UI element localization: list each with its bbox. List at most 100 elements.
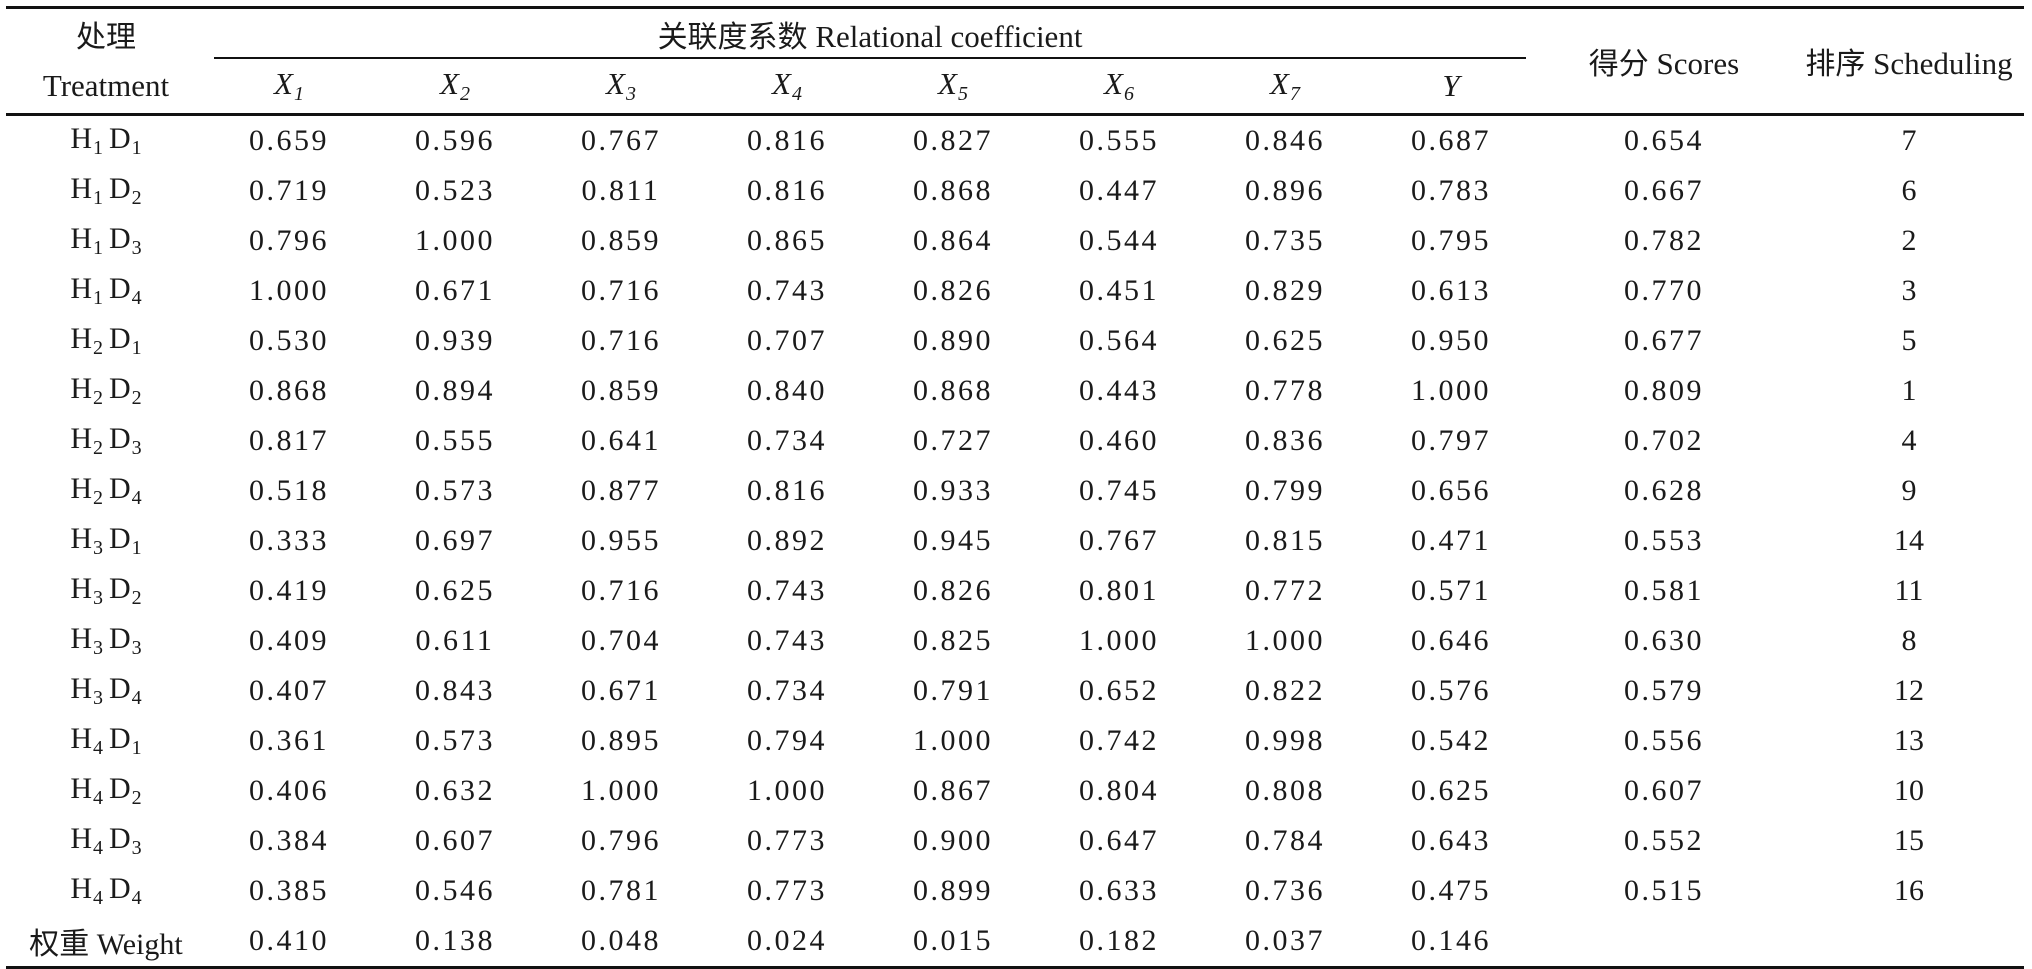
variable-label: X2 bbox=[440, 66, 470, 105]
table-row: H1 D2 0.719 0.523 0.811 0.816 0.868 0.447 0.896… bbox=[6, 166, 2024, 216]
table-row: H2 D1 0.530 0.939 0.716 0.707 0.890 0.564 0.625… bbox=[6, 316, 2024, 366]
table-row: H2 D2 0.868 0.894 0.859 0.840 0.868 0.443 0.778… bbox=[6, 366, 2024, 416]
coefficient-cell: 0.826 bbox=[913, 574, 993, 607]
treatment-cell: H2 D2 bbox=[70, 372, 142, 409]
table-row: H3 D3 0.409 0.611 0.704 0.743 0.825 1.000 1.000… bbox=[6, 616, 2024, 666]
coefficient-cell: 0.530 bbox=[249, 324, 329, 357]
scores-header-en: Scores bbox=[1656, 46, 1740, 81]
variable-header-x3: X3 bbox=[538, 59, 704, 115]
coefficient-cell: 0.716 bbox=[581, 574, 661, 607]
coefficient-cell: 0.815 bbox=[1245, 524, 1325, 557]
coefficient-cell: 0.646 bbox=[1411, 624, 1491, 657]
coefficient-cell: 0.895 bbox=[581, 724, 661, 757]
variable-header-y: Y bbox=[1368, 59, 1534, 115]
coefficient-cell: 0.361 bbox=[249, 724, 329, 757]
treatment-cell: H3 D2 bbox=[70, 572, 142, 609]
treatment-header-cn: 处理 bbox=[76, 20, 136, 55]
coefficient-cell: 0.896 bbox=[1245, 174, 1325, 207]
weight-cell: 0.048 bbox=[581, 924, 661, 957]
variable-subscript: 6 bbox=[1123, 83, 1134, 105]
score-cell: 0.579 bbox=[1624, 674, 1704, 707]
variable-header-x7: X7 bbox=[1202, 59, 1368, 115]
coefficient-cell: 0.801 bbox=[1079, 574, 1159, 607]
table-row: H3 D4 0.407 0.843 0.671 0.734 0.791 0.652 0.822… bbox=[6, 666, 2024, 716]
coefficient-cell: 0.523 bbox=[415, 174, 495, 207]
treatment-cell: H2 D1 bbox=[70, 322, 142, 359]
relational-header-cn: 关联度系数 bbox=[657, 20, 808, 55]
coefficient-cell: 0.573 bbox=[415, 474, 495, 507]
rank-cell: 8 bbox=[1901, 624, 1917, 657]
coefficient-cell: 0.773 bbox=[747, 874, 827, 907]
coefficient-cell: 0.864 bbox=[913, 224, 993, 257]
coefficient-cell: 0.797 bbox=[1411, 424, 1491, 457]
relational-header-en: Relational coefficient bbox=[815, 19, 1083, 54]
coefficient-cell: 0.555 bbox=[415, 424, 495, 457]
rank-header-cn: 排序 bbox=[1805, 47, 1866, 82]
weight-cell: 0.138 bbox=[415, 924, 495, 957]
relational-coefficient-table-wrapper: 处理 关联度系数 Relational coefficient 得分 Score… bbox=[6, 6, 2024, 969]
coefficient-cell: 0.687 bbox=[1411, 124, 1491, 157]
rank-cell: 11 bbox=[1894, 574, 1924, 607]
variable-label: X4 bbox=[772, 66, 802, 105]
variable-label: X3 bbox=[606, 66, 636, 105]
coefficient-cell: 0.633 bbox=[1079, 874, 1159, 907]
coefficient-cell: 0.475 bbox=[1411, 874, 1491, 907]
score-cell: 0.607 bbox=[1624, 774, 1704, 807]
rank-cell: 5 bbox=[1901, 324, 1917, 357]
table-row: H1 D3 0.796 1.000 0.859 0.865 0.864 0.544 0.735… bbox=[6, 216, 2024, 266]
coefficient-cell: 0.945 bbox=[913, 524, 993, 557]
coefficient-cell: 0.419 bbox=[249, 574, 329, 607]
coefficient-cell: 1.000 bbox=[1411, 374, 1491, 407]
treatment-cell: H3 D4 bbox=[70, 672, 142, 709]
coefficient-cell: 0.817 bbox=[249, 424, 329, 457]
rank-cell: 7 bbox=[1901, 124, 1917, 157]
coefficient-cell: 0.783 bbox=[1411, 174, 1491, 207]
coefficient-cell: 0.859 bbox=[581, 374, 661, 407]
coefficient-cell: 0.451 bbox=[1079, 274, 1159, 307]
variable-subscript: 7 bbox=[1289, 83, 1300, 105]
coefficient-cell: 0.555 bbox=[1079, 124, 1159, 157]
score-cell: 0.677 bbox=[1624, 324, 1704, 357]
treatment-cell: H4 D4 bbox=[70, 872, 142, 909]
relational-coefficient-header: 关联度系数 Relational coefficient bbox=[206, 8, 1534, 60]
score-cell: 0.553 bbox=[1624, 524, 1704, 557]
coefficient-cell: 0.778 bbox=[1245, 374, 1325, 407]
coefficient-cell: 1.000 bbox=[1245, 624, 1325, 657]
coefficient-cell: 0.518 bbox=[249, 474, 329, 507]
table-row: H1 D1 0.659 0.596 0.767 0.816 0.827 0.555 0.846… bbox=[6, 115, 2024, 167]
variable-label: X1 bbox=[274, 66, 304, 105]
coefficient-cell: 0.867 bbox=[913, 774, 993, 807]
coefficient-cell: 0.865 bbox=[747, 224, 827, 257]
treatment-cell: H1 D1 bbox=[70, 122, 142, 159]
coefficient-cell: 0.613 bbox=[1411, 274, 1491, 307]
coefficient-cell: 0.816 bbox=[747, 474, 827, 507]
coefficient-cell: 0.892 bbox=[747, 524, 827, 557]
treatment-cell: H4 D3 bbox=[70, 822, 142, 859]
rank-cell: 13 bbox=[1894, 724, 1924, 757]
coefficient-cell: 0.742 bbox=[1079, 724, 1159, 757]
weight-cell: 0.410 bbox=[249, 924, 329, 957]
coefficient-cell: 0.697 bbox=[415, 524, 495, 557]
coefficient-cell: 0.808 bbox=[1245, 774, 1325, 807]
coefficient-cell: 0.825 bbox=[913, 624, 993, 657]
coefficient-cell: 0.822 bbox=[1245, 674, 1325, 707]
coefficient-cell: 0.447 bbox=[1079, 174, 1159, 207]
coefficient-cell: 0.659 bbox=[249, 124, 329, 157]
coefficient-cell: 0.811 bbox=[581, 174, 661, 207]
coefficient-cell: 0.704 bbox=[581, 624, 661, 657]
coefficient-cell: 0.596 bbox=[415, 124, 495, 157]
coefficient-cell: 0.671 bbox=[581, 674, 661, 707]
header-row-top: 处理 关联度系数 Relational coefficient 得分 Score… bbox=[6, 7, 2024, 82]
table-row: H4 D2 0.406 0.632 1.000 1.000 0.867 0.804 0.808… bbox=[6, 766, 2024, 816]
table-row: H4 D3 0.384 0.607 0.796 0.773 0.900 0.647 0.784… bbox=[6, 816, 2024, 866]
coefficient-cell: 0.743 bbox=[747, 574, 827, 607]
treatment-cell: H1 D3 bbox=[70, 222, 142, 259]
coefficient-cell: 0.611 bbox=[415, 624, 495, 657]
coefficient-cell: 0.734 bbox=[747, 424, 827, 457]
variable-subscript: 2 bbox=[459, 83, 470, 105]
coefficient-cell: 0.799 bbox=[1245, 474, 1325, 507]
weight-cell: 0.037 bbox=[1245, 924, 1325, 957]
treatment-cell: H4 D2 bbox=[70, 772, 142, 809]
coefficient-cell: 0.573 bbox=[415, 724, 495, 757]
coefficient-cell: 0.836 bbox=[1245, 424, 1325, 457]
